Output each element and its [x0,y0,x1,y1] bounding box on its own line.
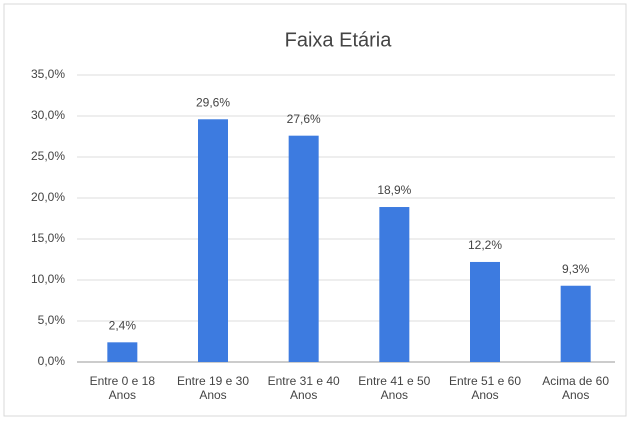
x-tick-label: Entre 51 e 60 Anos [448,374,522,402]
data-label: 2,4% [109,318,137,332]
bar [560,285,591,362]
chart-title: Faixa Etária [285,29,393,51]
bar [379,207,410,362]
bar [107,342,138,362]
bar [288,135,319,362]
y-tick-label: 25,0% [31,149,65,163]
data-label: 27,6% [287,112,321,126]
x-tick-label: Entre 41 e 50 Anos [358,374,431,402]
y-tick-label: 10,0% [31,272,65,286]
y-tick-label: 5,0% [38,313,66,327]
data-label: 9,3% [562,262,590,276]
y-tick-label: 0,0% [38,354,66,368]
y-tick-label: 30,0% [31,108,65,122]
x-tick-label: Entre 31 e 40 Anos [267,374,340,402]
x-tick-label: Acima de 60 Anos [542,374,609,402]
bar [198,119,228,362]
data-label: 18,9% [377,183,411,197]
x-tick-label: Entre 19 e 30 Anos [176,374,250,402]
y-tick-label: 15,0% [31,231,65,245]
y-tick-label: 35,0% [31,67,65,81]
bar [470,261,500,362]
data-label: 12,2% [468,238,502,252]
x-tick-label: Entre 0 e 18 Anos [89,374,156,402]
y-tick-label: 20,0% [31,190,65,204]
data-label: 29,6% [196,95,230,109]
